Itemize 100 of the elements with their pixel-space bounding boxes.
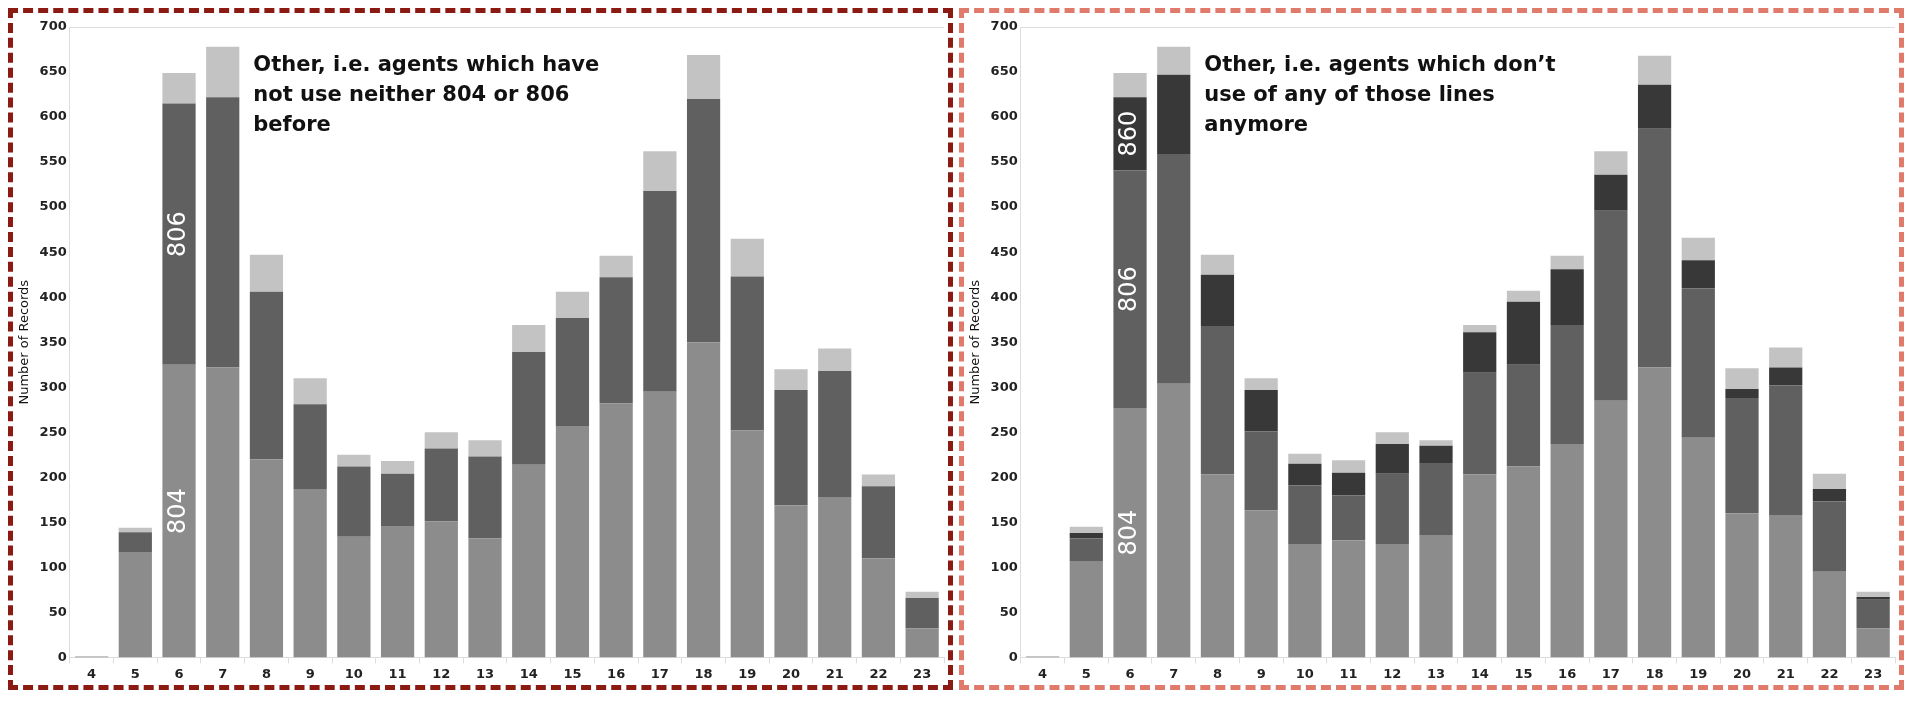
- bar: [380, 473, 415, 526]
- bar: [774, 389, 808, 506]
- x-tick-label: 21: [1776, 665, 1795, 681]
- bar: [1594, 151, 1628, 175]
- y-tick-label: 300: [39, 378, 67, 394]
- bar: [468, 538, 502, 658]
- bar: [774, 505, 808, 658]
- bar: [1812, 488, 1847, 502]
- bar: [774, 369, 808, 390]
- series-label: 806: [1114, 266, 1143, 312]
- bar: [206, 97, 240, 368]
- bar: [1419, 462, 1453, 535]
- bar: [162, 364, 196, 658]
- bar: [1069, 533, 1103, 539]
- bar: [1244, 389, 1278, 432]
- bar: [337, 466, 371, 537]
- bar: [206, 367, 240, 658]
- bar: [380, 461, 415, 474]
- bar: [686, 54, 721, 100]
- y-tick-label: 450: [39, 243, 67, 259]
- bar: [249, 459, 284, 658]
- x-tick-label: 5: [1081, 665, 1091, 681]
- bar: [1244, 431, 1278, 511]
- bar: [555, 425, 590, 658]
- bar: [1331, 495, 1366, 541]
- bar: [1463, 474, 1497, 658]
- bar: [818, 371, 852, 498]
- bar: [293, 378, 327, 405]
- x-tick-label: 10: [1295, 665, 1314, 681]
- bar: [1200, 274, 1235, 326]
- bar: [1681, 437, 1715, 658]
- bar: [1725, 368, 1759, 390]
- y-tick-label: 500: [990, 198, 1018, 214]
- series-label: 806: [163, 211, 192, 258]
- x-tick-label: 19: [738, 665, 757, 681]
- bar: [1637, 367, 1672, 658]
- bar: [1069, 561, 1103, 658]
- bar: [1419, 440, 1453, 446]
- bar: [861, 558, 896, 658]
- y-tick-label: 600: [39, 108, 67, 124]
- bar: [1594, 210, 1628, 401]
- x-tick-label: 11: [1339, 665, 1358, 681]
- y-tick-label: 250: [39, 423, 67, 439]
- bar: [861, 474, 896, 487]
- x-tick-label: 20: [781, 665, 801, 681]
- bar: [1244, 378, 1278, 390]
- bar: [424, 521, 458, 658]
- x-tick-label: 10: [344, 665, 363, 681]
- y-tick-label: 350: [990, 333, 1018, 349]
- bar: [643, 391, 677, 658]
- bar: [730, 430, 764, 658]
- bar: [643, 190, 677, 392]
- bar: [118, 552, 152, 658]
- bar: [1681, 260, 1715, 289]
- x-tick-label: 12: [1383, 665, 1402, 681]
- bar: [1637, 84, 1672, 129]
- x-tick-label: 9: [305, 665, 315, 681]
- bar: [686, 342, 721, 658]
- bar: [1463, 332, 1497, 373]
- bar: [1419, 534, 1453, 658]
- bar: [1463, 325, 1497, 333]
- x-tick-label: 8: [1212, 665, 1222, 681]
- y-tick-label: 100: [39, 558, 67, 574]
- bar: [1288, 485, 1322, 544]
- y-tick-label: 200: [990, 468, 1018, 484]
- bar: [1331, 540, 1366, 658]
- x-tick-label: 16: [1558, 665, 1577, 681]
- bar: [643, 151, 677, 191]
- x-tick-label: 6: [174, 665, 184, 681]
- bar: [905, 597, 939, 629]
- bar: [1375, 543, 1409, 658]
- x-tick-label: 6: [1125, 665, 1135, 681]
- x-tick-label: 12: [432, 665, 451, 681]
- bar: [512, 352, 546, 465]
- y-tick-label: 100: [990, 558, 1018, 574]
- y-tick-label: 650: [990, 63, 1018, 79]
- y-tick-label: 400: [990, 288, 1018, 304]
- bar: [1200, 254, 1235, 275]
- x-tick-label: 4: [1038, 665, 1048, 681]
- bar: [1157, 383, 1191, 658]
- bar: [1200, 474, 1235, 658]
- x-tick-label: 23: [1864, 665, 1883, 681]
- annotation: Other, i.e. agents which have not use neither 804 or 806 before: [253, 51, 600, 136]
- x-tick-label: 20: [1732, 665, 1752, 681]
- bar: [1200, 325, 1235, 475]
- bar: [905, 591, 939, 598]
- bar: [599, 277, 633, 404]
- y-tick-label: 550: [39, 153, 67, 169]
- bar: [1375, 473, 1409, 544]
- x-tick-label: 9: [1256, 665, 1266, 681]
- bar: [1725, 398, 1759, 514]
- x-tick-label: 19: [1689, 665, 1708, 681]
- y-axis-title: Number of Records: [967, 279, 983, 405]
- annotation: Other, i.e. agents which don’t use of any of those lines anymore: [1204, 51, 1556, 136]
- bar: [1550, 443, 1584, 658]
- bar: [1681, 288, 1715, 438]
- bar: [1506, 364, 1541, 467]
- bar: [730, 238, 764, 277]
- bar: [1113, 407, 1147, 658]
- y-tick-label: 150: [990, 513, 1018, 529]
